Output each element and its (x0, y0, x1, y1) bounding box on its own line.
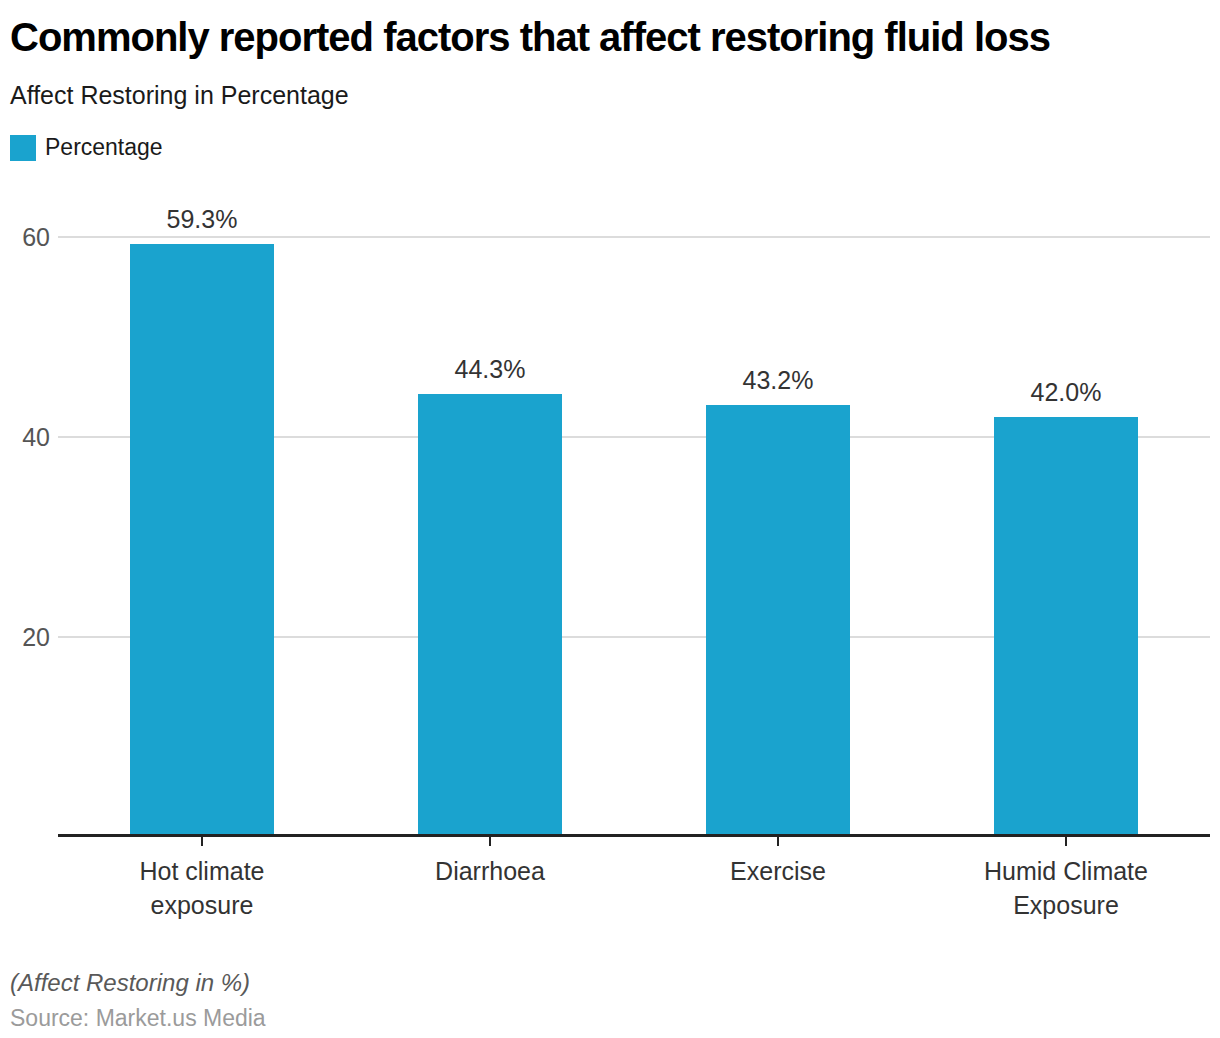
bar-value-label: 42.0% (922, 378, 1210, 407)
bars-layer: 59.3% 44.3%43.2%42.0% (58, 187, 1210, 837)
x-axis-cell: Humid Climate Exposure (922, 837, 1210, 923)
x-axis-cell: Hot climate exposure (58, 837, 346, 923)
y-tick-label-60: 60 (10, 223, 50, 252)
x-category-label: Exercise (730, 855, 826, 889)
bar-column: 59.3% (58, 187, 346, 837)
x-axis-labels: Hot climate exposure Diarrhoea Exercise Hum… (58, 837, 1210, 923)
x-category-label: Hot climate exposure (87, 855, 317, 923)
x-tick-mark (1065, 837, 1067, 846)
bar-column: 43.2% (634, 187, 922, 837)
chart-title: Commonly reported factors that affect re… (10, 14, 1210, 60)
x-axis-cell: Diarrhoea (346, 837, 634, 923)
y-tick-label-20: 20 (10, 623, 50, 652)
source-text: Source: Market.us Media (10, 1005, 1210, 1032)
bar-value-label: 59.3% (58, 205, 346, 234)
x-axis-line (58, 834, 1210, 837)
legend: Percentage (10, 134, 1210, 161)
bar-column: 42.0% (922, 187, 1210, 837)
x-tick-mark (489, 837, 491, 846)
legend-swatch-percentage (10, 135, 36, 161)
x-tick-mark (201, 837, 203, 846)
y-tick-label-40: 40 (10, 423, 50, 452)
chart-container: Commonly reported factors that affect re… (0, 14, 1220, 1032)
bar-value-label: 44.3% (346, 355, 634, 384)
bar-value-label: 43.2% (634, 366, 922, 395)
axis-note: (Affect Restoring in %) (10, 969, 1210, 997)
chart-subtitle: Affect Restoring in Percentage (10, 81, 1210, 110)
x-category-label: Humid Climate Exposure (951, 855, 1181, 923)
plot-area: 20 40 60 59.3% 44.3%43.2%42.0% (10, 187, 1210, 837)
x-category-label: Diarrhoea (435, 855, 545, 889)
legend-label-percentage: Percentage (45, 134, 163, 161)
x-tick-mark (777, 837, 779, 846)
bar-column: 44.3% (346, 187, 634, 837)
bar (706, 405, 850, 837)
bar (994, 417, 1138, 837)
x-axis-cell: Exercise (634, 837, 922, 923)
bar (418, 394, 562, 837)
bar (130, 244, 274, 837)
